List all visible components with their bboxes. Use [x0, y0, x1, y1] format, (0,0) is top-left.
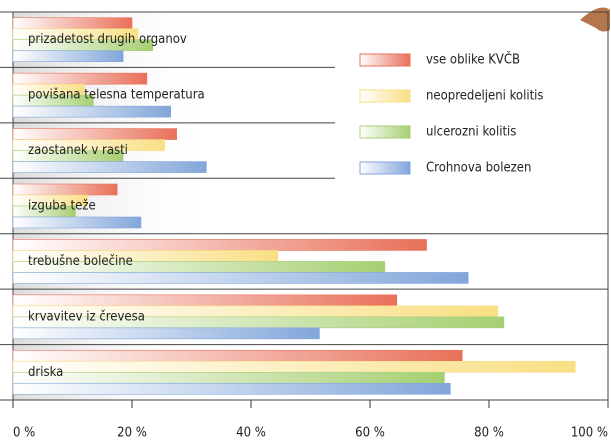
legend-swatch: [360, 162, 410, 174]
bar: [13, 73, 147, 84]
bar: [13, 350, 462, 361]
category-label: zaostanek v rasti: [28, 143, 128, 158]
x-tick-label: 40 %: [236, 426, 266, 441]
bar: [13, 162, 206, 173]
bar: [13, 361, 575, 372]
x-tick-label: 60 %: [355, 426, 385, 441]
bar: [13, 383, 450, 394]
legend-swatch: [360, 90, 410, 102]
bar: [13, 217, 141, 228]
decoration: [580, 8, 610, 32]
category-label: izguba teže: [28, 199, 96, 214]
x-tick-label: 80 %: [474, 426, 504, 441]
x-tick-label: 100 %: [571, 426, 608, 441]
category-label: prizadetost drugih organov: [28, 32, 187, 47]
legend-swatch: [360, 126, 410, 138]
bar: [13, 372, 444, 383]
x-tick-label: 0 %: [13, 426, 35, 441]
legend-label: Crohnova bolezen: [426, 161, 531, 176]
legend-label: ulcerozni kolitis: [426, 125, 516, 140]
legend-swatch: [360, 54, 410, 66]
chart: 0 % 20 % 40 % 60 % 80 % 100 % prizadetost drug…: [0, 0, 611, 443]
bar: [13, 295, 397, 306]
legend-label: vse oblike KVČB: [426, 52, 520, 68]
bar: [13, 18, 132, 29]
x-tick-label: 20 %: [117, 426, 147, 441]
category-label: driska: [28, 365, 63, 380]
category-label: trebušne bolečine: [28, 254, 133, 269]
bar: [13, 129, 177, 140]
bar: [13, 328, 319, 339]
category-label: krvavitev iz črevesa: [28, 309, 145, 324]
legend-label: neopredeljeni kolitis: [426, 89, 544, 104]
bar: [13, 106, 171, 117]
category-label: povišana telesna temperatura: [28, 88, 205, 103]
bar: [13, 239, 427, 250]
bar: [13, 272, 468, 283]
bar: [13, 51, 123, 62]
bar: [13, 184, 117, 195]
